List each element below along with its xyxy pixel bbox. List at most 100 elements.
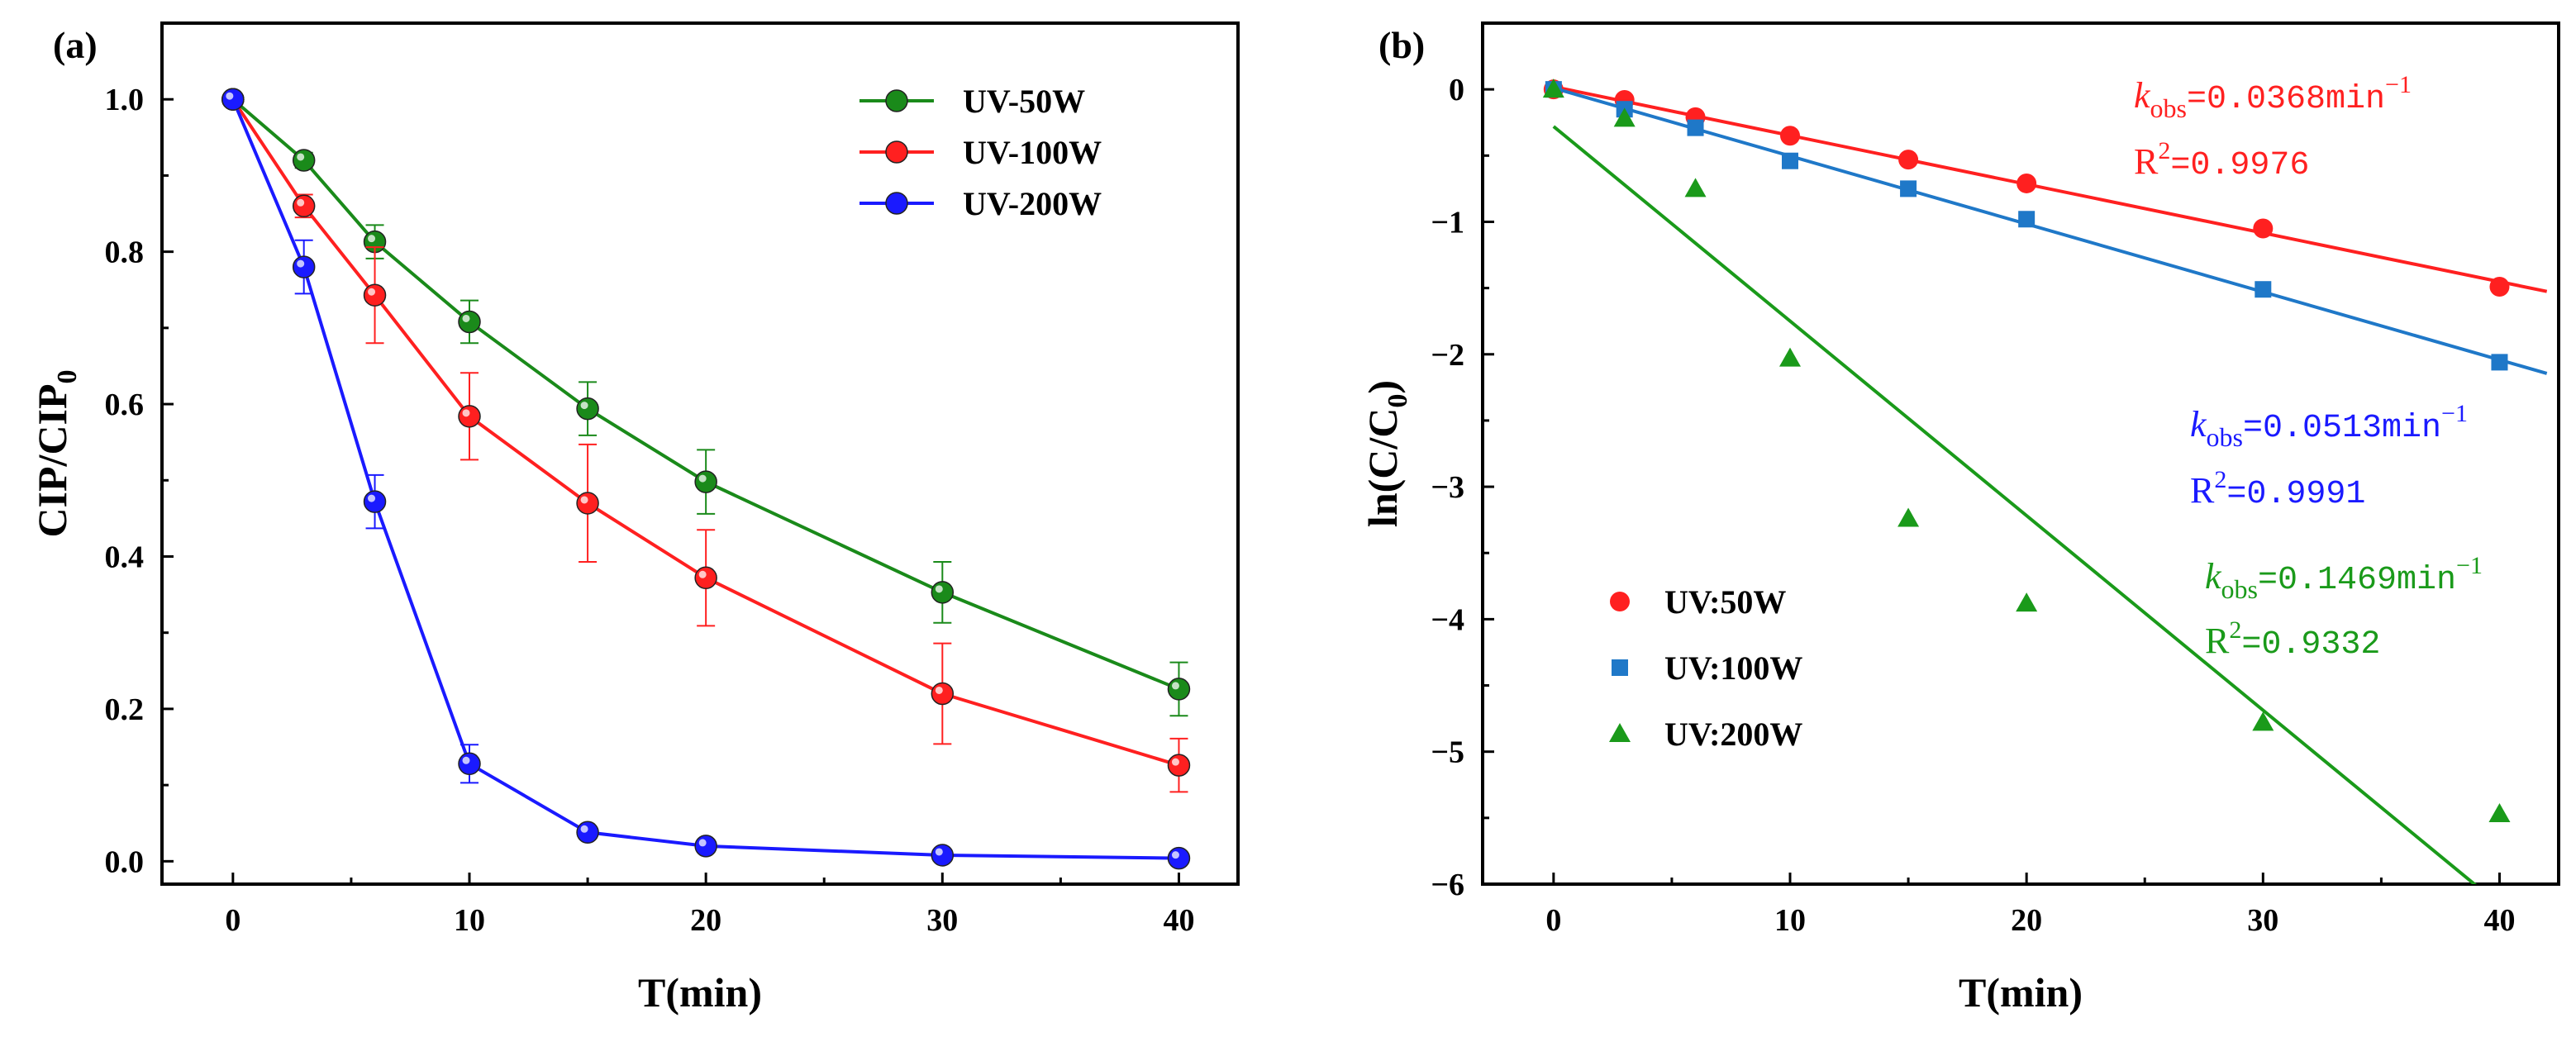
annot-100w-k-sub: obs	[2207, 422, 2243, 452]
panel-a-label: (a)	[53, 24, 98, 66]
point-uv-200w-0	[221, 88, 245, 111]
annot-50w-r2-symbol: R	[2134, 141, 2159, 182]
b-x-tick-label-1: 10	[1774, 903, 1806, 938]
annot-100w-k: kobs=0.0513min−1	[2190, 400, 2468, 452]
point-highlight-uv-200w-1	[297, 259, 305, 268]
annot-200w-k-sup: −1	[2456, 552, 2483, 579]
legend-marker-uv-100w	[1612, 659, 1628, 676]
a-y-tick-label-4: 0.8	[105, 235, 145, 270]
legend-marker-uv-200w	[1609, 723, 1631, 742]
panel-b-frame	[1481, 21, 2560, 886]
legend-marker-uv-200w	[885, 192, 908, 215]
panel-b-y-title-main: ln(C/C	[1359, 408, 1406, 527]
point-highlight-uv-100w-6	[935, 686, 943, 694]
point-uv-200w-3	[1779, 347, 1801, 367]
point-highlight-uv-50w-6	[935, 585, 943, 593]
point-highlight-uv-200w-6	[935, 848, 943, 856]
point-highlight-uv-100w-2	[368, 288, 376, 296]
point-uv-200w-1	[292, 255, 316, 278]
annot-200w-k-value: =0.1469min	[2258, 562, 2456, 599]
point-uv-100w-5	[694, 566, 717, 590]
point-highlight-uv-100w-7	[1171, 758, 1179, 766]
point-uv-200w-2	[1684, 178, 1707, 197]
b-x-tick-label-2: 20	[2011, 903, 2042, 938]
annot-200w-k-symbol: k	[2205, 556, 2222, 597]
point-uv-100w-4	[1900, 180, 1917, 197]
point-highlight-uv-100w-3	[462, 409, 470, 417]
annot-50w-k-sup: −1	[2385, 71, 2412, 98]
b-x-tick-label-0: 0	[1545, 903, 1561, 938]
annot-100w-r2-symbol: R	[2190, 470, 2215, 511]
point-uv-100w-5	[2018, 211, 2036, 228]
point-uv-50w-7	[2489, 277, 2510, 297]
annot-100w-r2-value: =0.9991	[2226, 476, 2365, 513]
panel-b-label: (b)	[1378, 24, 1425, 66]
annot-100w-k-value: =0.0513min	[2243, 410, 2441, 447]
panel-a-frame	[160, 21, 1240, 886]
series-line-uv-100w	[231, 98, 1180, 768]
annot-200w-k: kobs=0.1469min−1	[2205, 552, 2483, 604]
point-highlight-uv-200w-2	[368, 494, 376, 502]
panel-b: (b) 0 10 20 30 400−1−2−3−4−5−6 T(min) ln(C/C…	[1359, 21, 2560, 1016]
panel-a: (a) 0 10 20 30 40 0.0 0.2 0.4 0.6 0.8 1.0 T(min) C…	[29, 21, 1240, 1016]
point-highlight-uv-100w-1	[297, 198, 305, 207]
point-uv-100w-2	[363, 283, 387, 307]
fit-line-uv-200w	[1552, 125, 2478, 884]
b-x-tick-label-3: 30	[2247, 903, 2278, 938]
a-y-tick-label-3: 0.6	[105, 388, 145, 422]
panel-b-legend: UV:50W UV:100W UV:200W	[1609, 583, 1802, 753]
point-highlight-uv-50w-3	[462, 314, 470, 322]
point-highlight-uv-50w-5	[698, 474, 707, 483]
panel-b-x-title: T(min)	[1959, 969, 2083, 1016]
point-uv-200w-0	[1542, 78, 1564, 98]
annot-50w-r2-sup: 2	[2158, 137, 2170, 164]
point-highlight-uv-200w-0	[226, 92, 234, 100]
annot-200w-r2: R2=0.9332	[2205, 616, 2380, 664]
legend-marker-uv-50w	[1610, 592, 1630, 611]
point-uv-200w-6	[2252, 711, 2274, 731]
a-y-tick-label-0: 0.0	[105, 844, 145, 879]
legend-label-uv-100w: UV-100W	[963, 134, 1102, 171]
point-uv-200w-3	[458, 752, 481, 776]
markers-uv-200w	[1542, 78, 2511, 823]
point-highlight-uv-50w-7	[1171, 682, 1179, 690]
annot-50w-k: kobs=0.0368min−1	[2134, 71, 2412, 123]
a-x-tick-label-1: 10	[454, 903, 485, 938]
point-uv-100w-3	[1782, 152, 1798, 169]
a-x-tick-label-0: 0	[225, 903, 240, 938]
b-y-tick-label-4: −4	[1431, 602, 1464, 637]
point-uv-50w-7	[1167, 678, 1191, 701]
panel-a-legend: UV-50W UV-100W UV-200W	[859, 83, 1102, 222]
point-uv-200w-5	[2016, 592, 2038, 612]
point-uv-100w-6	[2255, 281, 2272, 298]
point-uv-50w-3	[1780, 126, 1800, 146]
panel-a-ticks: 0 10 20 30 40 0.0 0.2 0.4 0.6 0.8 1.0	[105, 83, 1195, 938]
series-uv-200w	[1552, 125, 2478, 884]
annot-50w-k-sub: obs	[2150, 93, 2187, 123]
panel-b-y-title-sub: 0	[1383, 394, 1413, 408]
point-uv-50w-4	[1898, 150, 1919, 170]
point-uv-200w-4	[1897, 507, 1920, 527]
annot-100w-r2: R2=0.9991	[2190, 466, 2365, 513]
legend-marker-uv-100w	[885, 140, 908, 164]
fit-line-uv-100w	[1553, 86, 2548, 375]
b-y-tick-label-5: −5	[1431, 735, 1464, 770]
legend-marker-uv-50w	[885, 89, 908, 112]
a-x-tick-label-3: 30	[926, 903, 958, 938]
point-highlight-uv-200w-3	[462, 756, 470, 764]
legend-label-uv-50w: UV:50W	[1664, 583, 1786, 621]
a-x-tick-label-2: 20	[690, 903, 721, 938]
point-uv-50w-1	[292, 149, 316, 172]
fit-line-uv-50w	[1553, 84, 2548, 293]
point-uv-100w-3	[458, 405, 481, 428]
point-uv-50w-3	[458, 310, 481, 334]
panel-a-y-title-main: CIP/CIP	[29, 383, 75, 537]
point-uv-100w-2	[1687, 119, 1704, 136]
point-uv-200w-4	[576, 821, 599, 844]
series-uv-100w	[1553, 86, 2548, 375]
panel-a-y-title: CIP/CIP0	[29, 369, 83, 537]
panel-b-y-title-end: )	[1359, 380, 1406, 394]
point-uv-100w-1	[292, 194, 316, 218]
panel-a-x-title: T(min)	[638, 969, 762, 1016]
a-y-tick-label-5: 1.0	[105, 83, 145, 117]
